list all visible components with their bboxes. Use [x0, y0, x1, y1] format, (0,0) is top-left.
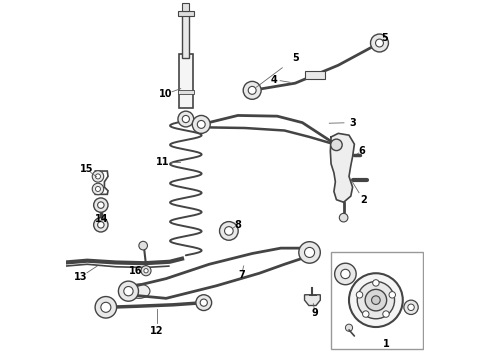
- Text: 13: 13: [74, 272, 88, 282]
- Bar: [305, 71, 325, 79]
- Circle shape: [371, 296, 380, 305]
- Text: 9: 9: [312, 308, 318, 318]
- Circle shape: [389, 292, 395, 298]
- Text: 5: 5: [292, 53, 298, 63]
- Circle shape: [243, 81, 261, 99]
- Text: 6: 6: [358, 146, 365, 156]
- Polygon shape: [330, 134, 354, 202]
- Text: 1: 1: [383, 339, 390, 349]
- Circle shape: [94, 198, 108, 212]
- Circle shape: [339, 213, 348, 222]
- Circle shape: [94, 218, 108, 232]
- Circle shape: [96, 186, 100, 192]
- Text: 7: 7: [238, 270, 245, 280]
- Text: 15: 15: [80, 164, 93, 174]
- Text: 12: 12: [150, 325, 164, 336]
- Text: 2: 2: [360, 195, 367, 205]
- Circle shape: [383, 311, 389, 317]
- Circle shape: [119, 281, 139, 301]
- Circle shape: [200, 299, 207, 306]
- Ellipse shape: [128, 284, 150, 298]
- Circle shape: [248, 86, 256, 94]
- Polygon shape: [304, 295, 320, 306]
- Text: 4: 4: [270, 75, 277, 85]
- Circle shape: [182, 116, 190, 123]
- Circle shape: [196, 295, 212, 311]
- Circle shape: [192, 116, 210, 134]
- Bar: [182, 3, 189, 11]
- Circle shape: [144, 269, 148, 273]
- Text: 5: 5: [382, 33, 388, 43]
- Bar: [182, 15, 189, 58]
- Circle shape: [224, 226, 233, 235]
- Circle shape: [370, 34, 389, 52]
- Circle shape: [98, 202, 104, 208]
- Text: 11: 11: [156, 157, 169, 167]
- Circle shape: [96, 174, 100, 179]
- Circle shape: [95, 297, 117, 318]
- Circle shape: [331, 139, 342, 150]
- Circle shape: [408, 304, 414, 311]
- Circle shape: [98, 222, 104, 228]
- Text: 16: 16: [129, 266, 143, 276]
- Circle shape: [356, 292, 363, 298]
- Circle shape: [373, 280, 379, 286]
- Circle shape: [341, 269, 350, 279]
- Circle shape: [197, 121, 205, 129]
- Bar: [179, 54, 193, 108]
- Circle shape: [404, 300, 418, 315]
- Text: 3: 3: [349, 118, 356, 128]
- Circle shape: [178, 111, 194, 127]
- Circle shape: [139, 241, 147, 250]
- Bar: [178, 11, 194, 16]
- Text: 14: 14: [95, 215, 108, 224]
- Bar: [331, 252, 422, 348]
- Circle shape: [299, 242, 320, 263]
- Circle shape: [220, 222, 238, 240]
- Circle shape: [101, 302, 111, 312]
- Circle shape: [92, 183, 104, 195]
- Circle shape: [141, 266, 151, 276]
- Circle shape: [345, 324, 353, 331]
- Text: 10: 10: [159, 89, 173, 99]
- Text: 8: 8: [234, 220, 241, 230]
- Circle shape: [349, 273, 403, 327]
- Circle shape: [363, 311, 369, 317]
- Circle shape: [124, 287, 133, 296]
- Circle shape: [335, 263, 356, 285]
- Circle shape: [92, 171, 104, 182]
- Circle shape: [375, 39, 383, 47]
- Circle shape: [357, 282, 394, 319]
- Bar: [178, 90, 194, 94]
- Circle shape: [304, 247, 315, 257]
- Circle shape: [365, 289, 387, 311]
